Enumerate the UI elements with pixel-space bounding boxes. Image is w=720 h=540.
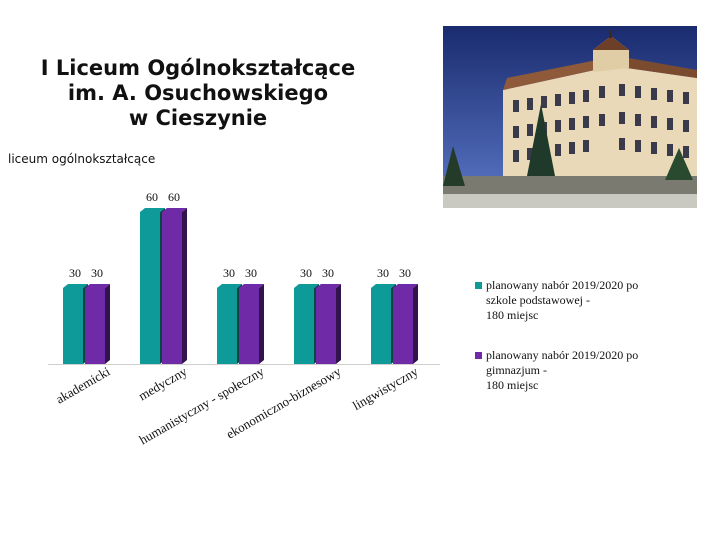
bar-top bbox=[85, 284, 110, 288]
legend-entry-1-line-1: planowany nabór 2019/2020 po bbox=[486, 278, 639, 292]
category-label: akademicki bbox=[53, 363, 113, 406]
bar-top bbox=[239, 284, 264, 288]
bar-top bbox=[393, 284, 418, 288]
bar-side bbox=[182, 208, 187, 364]
data-label: 60 bbox=[168, 190, 180, 204]
bar bbox=[371, 288, 391, 364]
school-building-photo bbox=[443, 26, 697, 208]
bar-top bbox=[140, 208, 165, 212]
title-line-2: im. A. Osuchowskiego bbox=[67, 81, 329, 105]
category-label: lingwistyczny bbox=[350, 363, 421, 413]
bar-top bbox=[63, 284, 88, 288]
legend-entry-2-line-2: gimnazjum - bbox=[486, 363, 547, 377]
bar-side bbox=[259, 284, 264, 364]
data-label: 30 bbox=[399, 266, 411, 280]
category-label: humanistyczny - społeczny bbox=[136, 363, 266, 447]
title-line-3: w Cieszynie bbox=[128, 106, 268, 130]
data-label: 30 bbox=[91, 266, 103, 280]
bar bbox=[316, 288, 336, 364]
bar bbox=[140, 212, 160, 364]
bar-side bbox=[413, 284, 418, 364]
bar-top bbox=[371, 284, 396, 288]
data-label: 30 bbox=[223, 266, 235, 280]
bar bbox=[162, 212, 182, 364]
title-line-1: I Liceum Ogólnokształcące bbox=[40, 56, 356, 80]
bar-top bbox=[316, 284, 341, 288]
bar bbox=[85, 288, 105, 364]
legend-entry-1-line-2: szkole podstawowej - bbox=[486, 293, 590, 307]
data-label: 30 bbox=[322, 266, 334, 280]
data-label: 30 bbox=[245, 266, 257, 280]
category-label: medyczny bbox=[136, 363, 190, 403]
bar-top bbox=[162, 208, 187, 212]
bar bbox=[239, 288, 259, 364]
page-title: I Liceum Ogólnokształcące im. A. Osuchow… bbox=[20, 56, 376, 131]
legend-swatch-1 bbox=[475, 282, 482, 289]
bar-top bbox=[217, 284, 242, 288]
bar-side bbox=[336, 284, 341, 364]
legend-entry-2-line-1: planowany nabór 2019/2020 po bbox=[486, 348, 639, 362]
bar bbox=[393, 288, 413, 364]
legend-entry-2-line-3: 180 miejsc bbox=[486, 378, 539, 392]
chart-legend: planowany nabór 2019/2020 po szkole pods… bbox=[473, 278, 670, 392]
data-label: 30 bbox=[377, 266, 389, 280]
bar-side bbox=[105, 284, 110, 364]
data-label: 60 bbox=[146, 190, 158, 204]
data-label: 30 bbox=[69, 266, 81, 280]
data-label: 30 bbox=[300, 266, 312, 280]
bar bbox=[63, 288, 83, 364]
bar-top bbox=[294, 284, 319, 288]
legend-entry-1-line-3: 180 miejsc bbox=[486, 308, 539, 322]
chart-subtitle: liceum ogólnokształcące bbox=[8, 152, 156, 166]
legend-swatch-2 bbox=[475, 352, 482, 359]
bar bbox=[294, 288, 314, 364]
bar bbox=[217, 288, 237, 364]
